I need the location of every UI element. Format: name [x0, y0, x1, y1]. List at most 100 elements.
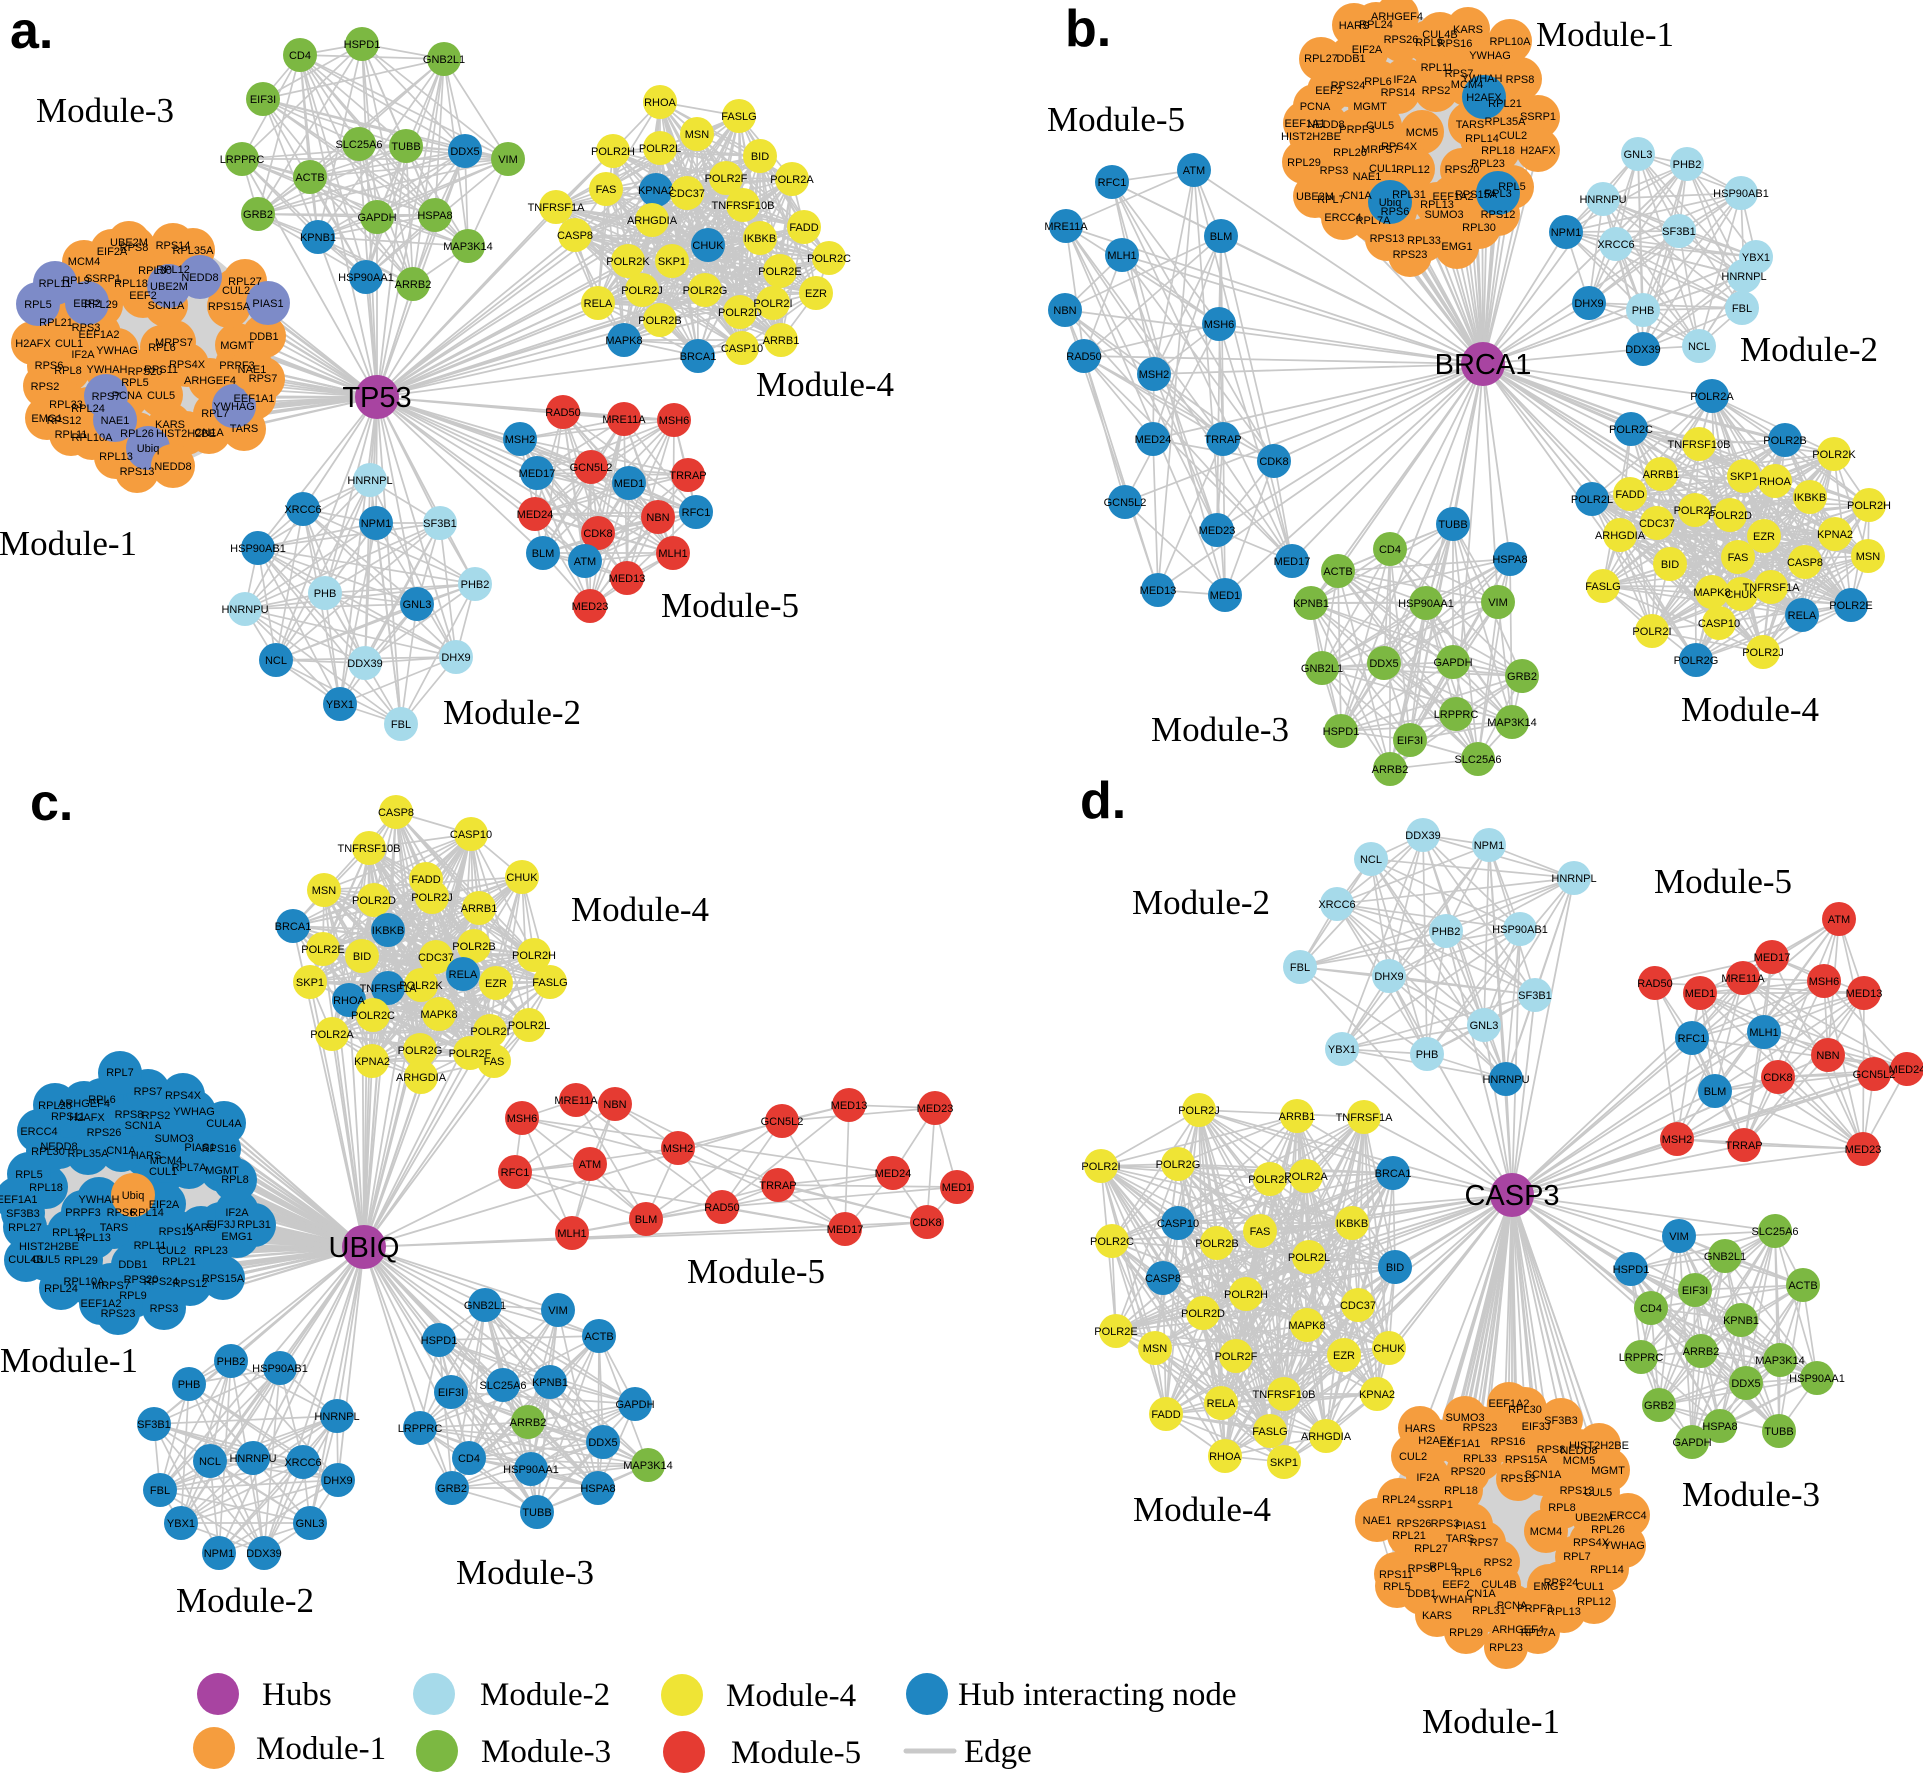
svg-text:RFC1: RFC1 [682, 507, 711, 519]
svg-text:POLR2E: POLR2E [758, 266, 801, 278]
svg-text:EMG1: EMG1 [31, 413, 62, 425]
svg-text:H2AFX: H2AFX [15, 338, 51, 350]
svg-text:CD4: CD4 [289, 50, 311, 62]
svg-text:KARS: KARS [155, 419, 185, 431]
svg-text:POLR2I: POLR2I [470, 1026, 509, 1038]
svg-text:YBX1: YBX1 [326, 699, 354, 711]
svg-text:PHB: PHB [314, 588, 337, 600]
svg-text:MGMT: MGMT [1591, 1465, 1625, 1477]
svg-text:MRPS7: MRPS7 [155, 337, 193, 349]
svg-text:HNRNPU: HNRNPU [221, 604, 268, 616]
svg-text:HSPD1: HSPD1 [1613, 1264, 1650, 1276]
svg-text:CUL5: CUL5 [32, 1254, 60, 1266]
svg-text:MSH2: MSH2 [663, 1143, 694, 1155]
svg-text:RELA: RELA [1788, 610, 1817, 622]
svg-text:EEF2: EEF2 [1315, 85, 1343, 97]
svg-text:YWHAH: YWHAH [87, 364, 128, 376]
svg-text:MAPK8: MAPK8 [420, 1009, 457, 1021]
svg-text:SSRP1: SSRP1 [85, 273, 121, 285]
svg-text:RPL18: RPL18 [114, 278, 148, 290]
svg-text:CHUK: CHUK [692, 240, 724, 252]
svg-text:RPL12: RPL12 [156, 264, 190, 276]
svg-text:EEF2: EEF2 [1442, 1579, 1470, 1591]
svg-text:PRPF3: PRPF3 [219, 360, 254, 372]
svg-text:RPS2: RPS2 [1484, 1557, 1513, 1569]
svg-text:KPNA2: KPNA2 [1817, 529, 1853, 541]
svg-text:HSP90AA1: HSP90AA1 [1789, 1373, 1845, 1385]
svg-text:FBL: FBL [391, 719, 411, 731]
svg-text:POLR2G: POLR2G [398, 1045, 443, 1057]
svg-text:POLR2B: POLR2B [1195, 1238, 1238, 1250]
svg-text:RPS11: RPS11 [144, 364, 178, 376]
svg-text:MED13: MED13 [831, 1100, 868, 1112]
svg-text:DDB1: DDB1 [1336, 53, 1365, 65]
svg-text:GNL3: GNL3 [1470, 1020, 1499, 1032]
svg-text:TRRAP: TRRAP [759, 1180, 796, 1192]
svg-text:CN1A: CN1A [1466, 1588, 1496, 1600]
svg-text:RPL7: RPL7 [106, 1067, 134, 1079]
svg-text:POLR2A: POLR2A [310, 1029, 354, 1041]
svg-text:HIST2H2BE: HIST2H2BE [1281, 131, 1341, 143]
svg-text:DDX39: DDX39 [1405, 830, 1440, 842]
svg-text:RPL10A: RPL10A [1490, 36, 1532, 48]
svg-text:CN1A: CN1A [106, 1145, 136, 1157]
svg-text:ARRB2: ARRB2 [395, 279, 432, 291]
svg-text:RPL26: RPL26 [120, 428, 154, 440]
svg-text:EEF2: EEF2 [129, 290, 157, 302]
svg-text:RPL14: RPL14 [1590, 1564, 1624, 1576]
svg-text:ARHGEF4: ARHGEF4 [1371, 11, 1423, 23]
svg-text:POLR2I: POLR2I [1081, 1161, 1120, 1173]
svg-text:RPL35A: RPL35A [173, 245, 215, 257]
svg-text:RPL29: RPL29 [1449, 1627, 1483, 1639]
svg-text:MSH2: MSH2 [505, 434, 536, 446]
svg-text:GRB2: GRB2 [1644, 1400, 1674, 1412]
svg-text:BRCA1: BRCA1 [1435, 349, 1532, 381]
svg-text:RAD50: RAD50 [704, 1202, 739, 1214]
svg-text:RPS6: RPS6 [107, 1207, 136, 1219]
svg-text:MRE11A: MRE11A [554, 1095, 598, 1107]
svg-text:YWHAG: YWHAG [1603, 1540, 1645, 1552]
svg-text:CASP10: CASP10 [1157, 1218, 1199, 1230]
svg-text:DDX39: DDX39 [1625, 344, 1660, 356]
svg-text:CASP10: CASP10 [1698, 618, 1740, 630]
svg-text:POLR2J: POLR2J [1178, 1105, 1220, 1117]
svg-text:Hub interacting node: Hub interacting node [958, 1677, 1237, 1713]
svg-text:RPL6: RPL6 [148, 342, 176, 354]
svg-text:POLR2H: POLR2H [512, 950, 556, 962]
svg-text:ACTB: ACTB [295, 172, 324, 184]
svg-text:GNB2L1: GNB2L1 [1301, 663, 1343, 675]
svg-text:ARRB1: ARRB1 [763, 335, 800, 347]
svg-text:RPL21: RPL21 [162, 1256, 196, 1268]
svg-text:DDB1: DDB1 [118, 1259, 147, 1271]
svg-text:POLR2F: POLR2F [449, 1048, 492, 1060]
svg-text:RPL23: RPL23 [1471, 158, 1505, 170]
svg-text:BRCA1: BRCA1 [1375, 1168, 1412, 1180]
svg-text:HIST2H2BE: HIST2H2BE [1569, 1440, 1629, 1452]
svg-text:TRRAP: TRRAP [669, 470, 706, 482]
svg-text:POLR2A: POLR2A [1690, 391, 1734, 403]
svg-text:Module-2: Module-2 [1132, 883, 1270, 922]
svg-text:POLR2K: POLR2K [1812, 449, 1856, 461]
svg-text:GNB2L1: GNB2L1 [464, 1300, 506, 1312]
svg-text:HSP90AA1: HSP90AA1 [1398, 598, 1454, 610]
svg-text:POLR2D: POLR2D [718, 307, 762, 319]
svg-text:CDC37: CDC37 [1340, 1300, 1376, 1312]
svg-text:POLR2C: POLR2C [1090, 1236, 1134, 1248]
svg-text:RPS3: RPS3 [150, 1303, 179, 1315]
svg-text:POLR2B: POLR2B [452, 941, 495, 953]
svg-text:c.: c. [30, 774, 73, 832]
svg-text:MSN: MSN [685, 129, 710, 141]
svg-text:RPL24: RPL24 [44, 1283, 78, 1295]
svg-text:RPS16: RPS16 [202, 1143, 237, 1155]
svg-text:SCN1A: SCN1A [125, 1120, 162, 1132]
svg-text:Module-1: Module-1 [0, 1341, 138, 1380]
svg-text:ARHGDIA: ARHGDIA [1595, 530, 1646, 542]
svg-text:POLR2J: POLR2J [1742, 647, 1784, 659]
svg-text:RPL7: RPL7 [1317, 194, 1345, 206]
svg-text:MED1: MED1 [1210, 590, 1241, 602]
svg-text:POLR2G: POLR2G [1156, 1159, 1201, 1171]
svg-text:RPS7: RPS7 [134, 1086, 163, 1098]
svg-text:MCM5: MCM5 [1406, 127, 1438, 139]
svg-text:NAE1: NAE1 [1363, 1515, 1392, 1527]
svg-text:RPS20: RPS20 [124, 1274, 159, 1286]
